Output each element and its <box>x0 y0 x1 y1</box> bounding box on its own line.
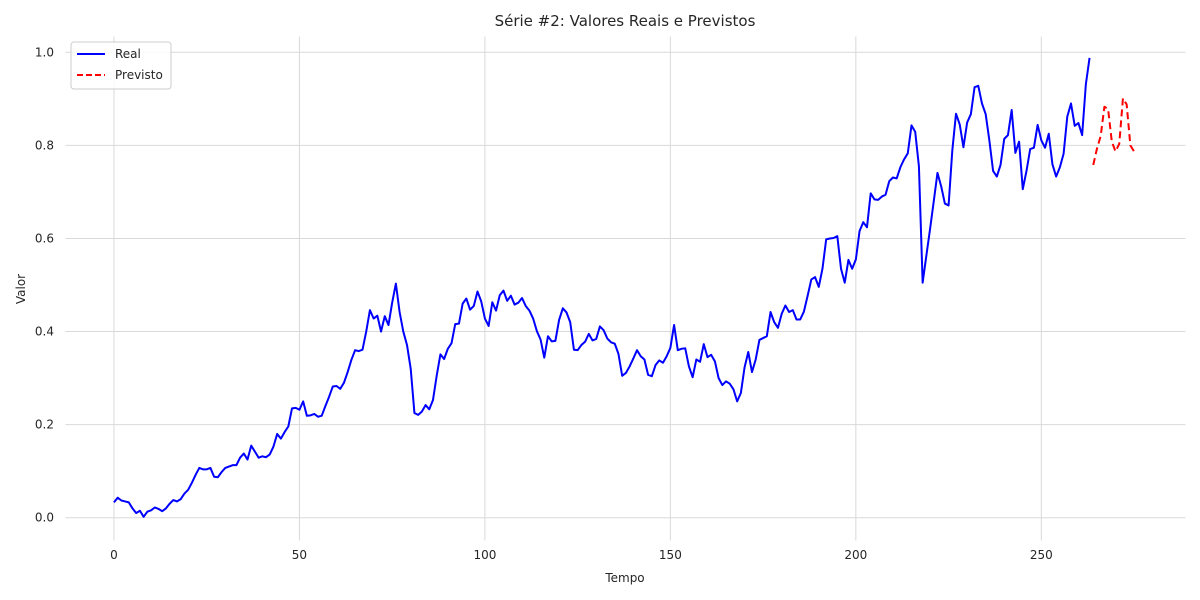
legend: Real Previsto <box>70 41 172 90</box>
series-line-real <box>113 57 1091 518</box>
x-tick-label: 100 <box>473 548 496 562</box>
legend-label-previsto: Previsto <box>115 68 163 82</box>
y-tick-label: 0.6 <box>35 231 54 245</box>
y-tick-label: 1.0 <box>35 45 54 59</box>
vertical-gridlines <box>113 36 1042 541</box>
x-tick-label: 250 <box>1030 548 1053 562</box>
series-line-previsto <box>1092 97 1135 166</box>
series-layer <box>113 57 1135 518</box>
y-tick-label: 0.4 <box>35 325 54 339</box>
legend-label-real: Real <box>115 47 141 61</box>
x-tick-label: 50 <box>292 548 307 562</box>
x-tick-labels: 0 50 100 150 200 250 <box>110 548 1053 562</box>
x-tick-label: 200 <box>844 548 867 562</box>
horizontal-gridlines <box>65 51 1186 519</box>
x-tick-label: 0 <box>110 548 118 562</box>
chart-title: Série #2: Valores Reais e Previstos <box>495 12 756 30</box>
y-tick-labels: 0.0 0.2 0.4 0.6 0.8 1.0 <box>35 45 54 524</box>
plot-frame <box>64 35 1187 542</box>
y-tick-label: 0.0 <box>35 511 54 525</box>
y-tick-label: 0.8 <box>35 138 54 152</box>
x-axis-label: Tempo <box>604 571 644 585</box>
plot-area <box>65 36 1186 541</box>
x-tick-label: 150 <box>659 548 682 562</box>
y-tick-label: 0.2 <box>35 418 54 432</box>
y-axis-label: Valor <box>14 274 28 304</box>
